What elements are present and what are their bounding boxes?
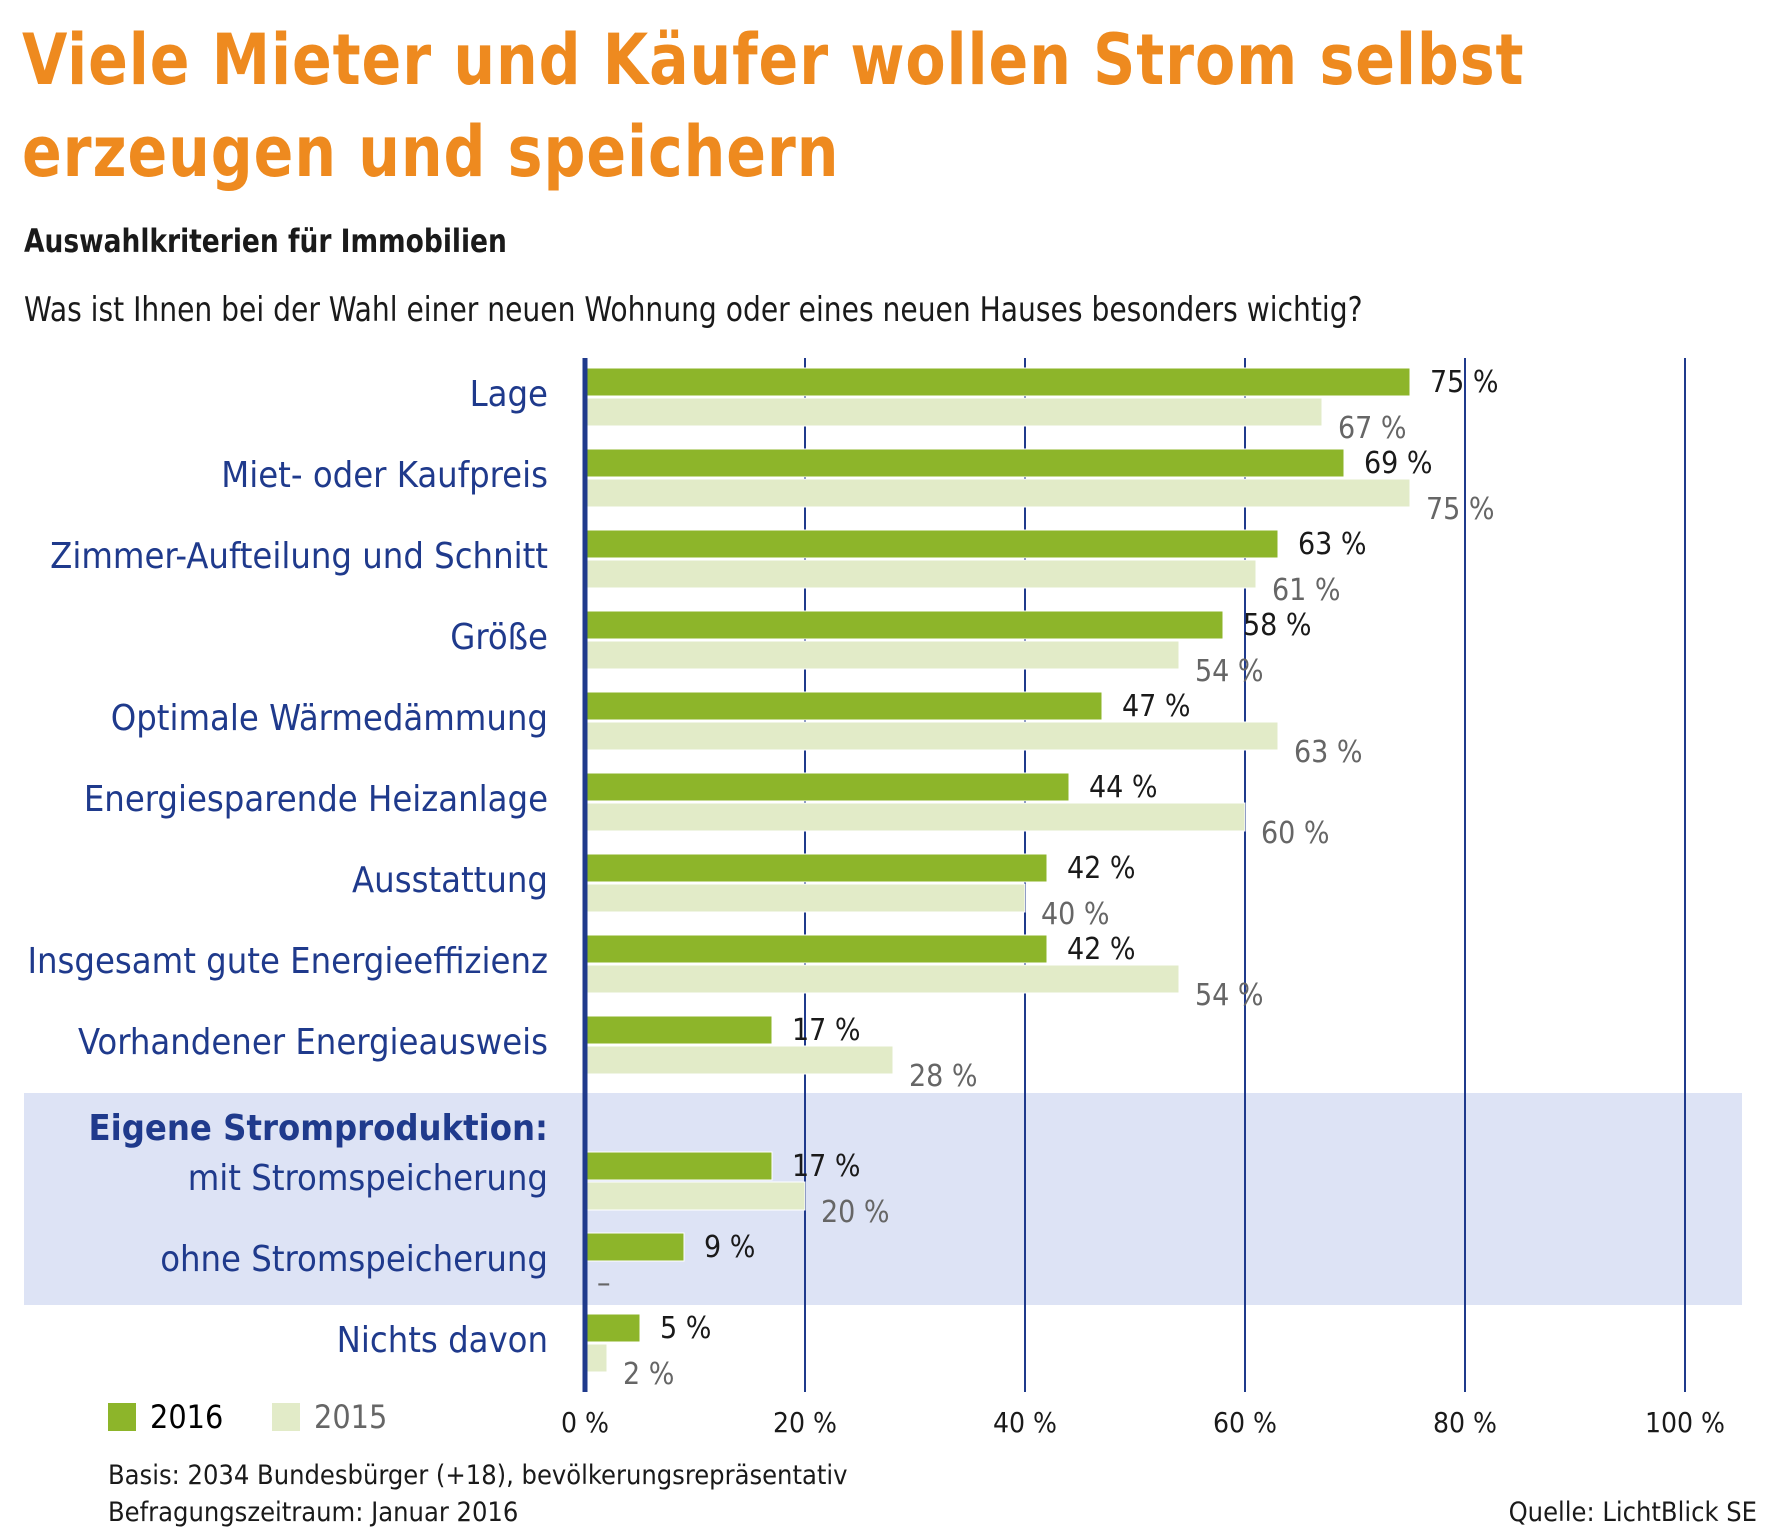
value-label-2015: 60 % — [1261, 816, 1330, 851]
bar-2015 — [584, 1045, 894, 1075]
category-label: Ausstattung — [352, 860, 548, 901]
bar-2015 — [584, 559, 1257, 589]
legend-swatch-2015 — [272, 1403, 300, 1431]
x-tick-label: 20 % — [773, 1406, 837, 1439]
value-label-2015: 54 % — [1195, 978, 1264, 1013]
category-label: Vorhandener Energieausweis — [78, 1022, 548, 1063]
legend-item-2016: 2016 — [108, 1397, 223, 1437]
category-label: Optimale Wärmedämmung — [111, 698, 548, 739]
x-tick-label: 100 % — [1645, 1406, 1725, 1439]
value-label-2016: 17 % — [792, 1149, 861, 1184]
bar-2015 — [584, 1181, 806, 1211]
category-label: Lage — [470, 374, 548, 415]
value-label-2015: 40 % — [1041, 897, 1110, 932]
value-label-2015: 28 % — [909, 1059, 978, 1094]
bar-2015 — [584, 1343, 608, 1373]
footer-source: Quelle: LichtBlick SE — [1508, 1497, 1757, 1528]
value-label-2015: 63 % — [1294, 735, 1363, 770]
value-label-2015: 75 % — [1426, 492, 1495, 527]
value-label-2016: 75 % — [1430, 365, 1499, 400]
bar-2016 — [584, 529, 1279, 559]
x-tick-label: 40 % — [993, 1406, 1057, 1439]
bar-2015 — [584, 478, 1411, 508]
category-label: Größe — [450, 617, 548, 658]
bar-2016 — [584, 1015, 773, 1045]
legend-item-2015: 2015 — [272, 1397, 387, 1437]
bar-2016 — [584, 934, 1048, 964]
x-tick-label: 60 % — [1213, 1406, 1277, 1439]
category-label: mit Stromspeicherung — [188, 1158, 548, 1199]
value-label-2015: – — [597, 1266, 611, 1301]
value-label-2016: 5 % — [660, 1311, 711, 1346]
value-label-2016: 9 % — [704, 1230, 755, 1265]
footer-period: Befragungszeitraum: Januar 2016 — [108, 1497, 519, 1528]
value-label-2016: 17 % — [792, 1013, 861, 1048]
value-label-2015: 61 % — [1272, 573, 1341, 608]
category-label: Insgesamt gute Energieeffizienz — [27, 941, 548, 982]
legend-label-2016: 2016 — [150, 1398, 224, 1436]
x-tick-label: 80 % — [1433, 1406, 1497, 1439]
value-label-2016: 58 % — [1243, 608, 1312, 643]
bar-2016 — [584, 772, 1070, 802]
legend-label-2015: 2015 — [314, 1398, 388, 1436]
bar-2016 — [584, 367, 1411, 397]
group-heading: Eigene Stromproduktion: — [88, 1108, 548, 1149]
footer-basis: Basis: 2034 Bundesbürger (+18), bevölker… — [108, 1460, 848, 1491]
bar-2015 — [584, 721, 1279, 751]
value-label-2015: 54 % — [1195, 654, 1264, 689]
bar-2015 — [584, 964, 1180, 994]
bar-2015 — [584, 883, 1026, 913]
category-label: Energiesparende Heizanlage — [84, 779, 548, 820]
x-tick-label: 0 % — [561, 1406, 609, 1439]
bar-2016 — [584, 1232, 685, 1262]
bar-2015 — [584, 640, 1180, 670]
bar-2016 — [584, 610, 1224, 640]
value-label-2015: 67 % — [1338, 411, 1407, 446]
highlight-band — [24, 1093, 1742, 1305]
chart-subtitle: Auswahlkriterien für Immobilien — [24, 222, 507, 260]
legend-swatch-2016 — [108, 1403, 136, 1431]
bar-2016 — [584, 691, 1103, 721]
value-label-2016: 42 % — [1067, 932, 1136, 967]
value-label-2016: 69 % — [1364, 446, 1433, 481]
value-label-2015: 2 % — [623, 1357, 674, 1392]
bar-2016 — [584, 853, 1048, 883]
chart-title: Viele Mieter und Käufer wollen Strom sel… — [22, 19, 1525, 193]
category-label: ohne Stromspeicherung — [160, 1239, 548, 1280]
value-label-2016: 42 % — [1067, 851, 1136, 886]
value-label-2015: 20 % — [821, 1195, 890, 1230]
bar-2016 — [584, 1313, 641, 1343]
category-label: Nichts davon — [337, 1320, 548, 1361]
survey-question: Was ist Ihnen bei der Wahl einer neuen W… — [24, 290, 1363, 330]
bar-2015 — [584, 802, 1246, 832]
category-label: Miet- oder Kaufpreis — [221, 455, 548, 496]
bar-2016 — [584, 1151, 773, 1181]
category-label: Zimmer-Aufteilung und Schnitt — [50, 536, 548, 577]
value-label-2016: 63 % — [1298, 527, 1367, 562]
bar-2015 — [584, 397, 1323, 427]
bar-2016 — [584, 448, 1345, 478]
value-label-2016: 44 % — [1089, 770, 1158, 805]
value-label-2016: 47 % — [1122, 689, 1191, 724]
